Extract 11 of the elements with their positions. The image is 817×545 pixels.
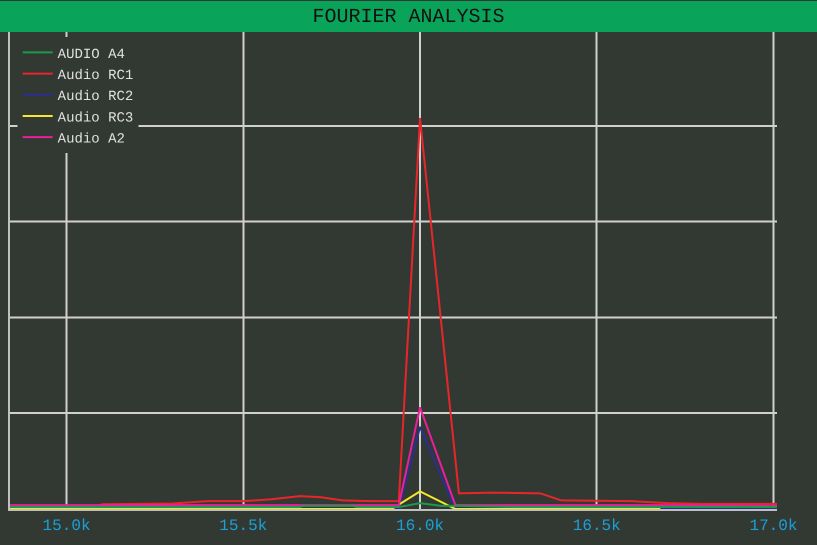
legend-label: AUDIO A4	[58, 46, 125, 63]
legend-label: Audio A2	[58, 132, 125, 148]
x-tick-label: 16.0k	[396, 517, 444, 536]
x-tick-label: 15.5k	[219, 517, 268, 536]
x-tick-label: 17.0k	[749, 517, 798, 536]
legend-label: Audio RC1	[58, 68, 134, 84]
x-tick-label: 15.0k	[42, 517, 91, 536]
x-tick-label: 16.5k	[572, 517, 621, 536]
legend-label: Audio RC3	[58, 110, 134, 126]
chart-title: FOURIER ANALYSIS	[312, 6, 505, 30]
legend-label: Audio RC2	[58, 89, 134, 106]
